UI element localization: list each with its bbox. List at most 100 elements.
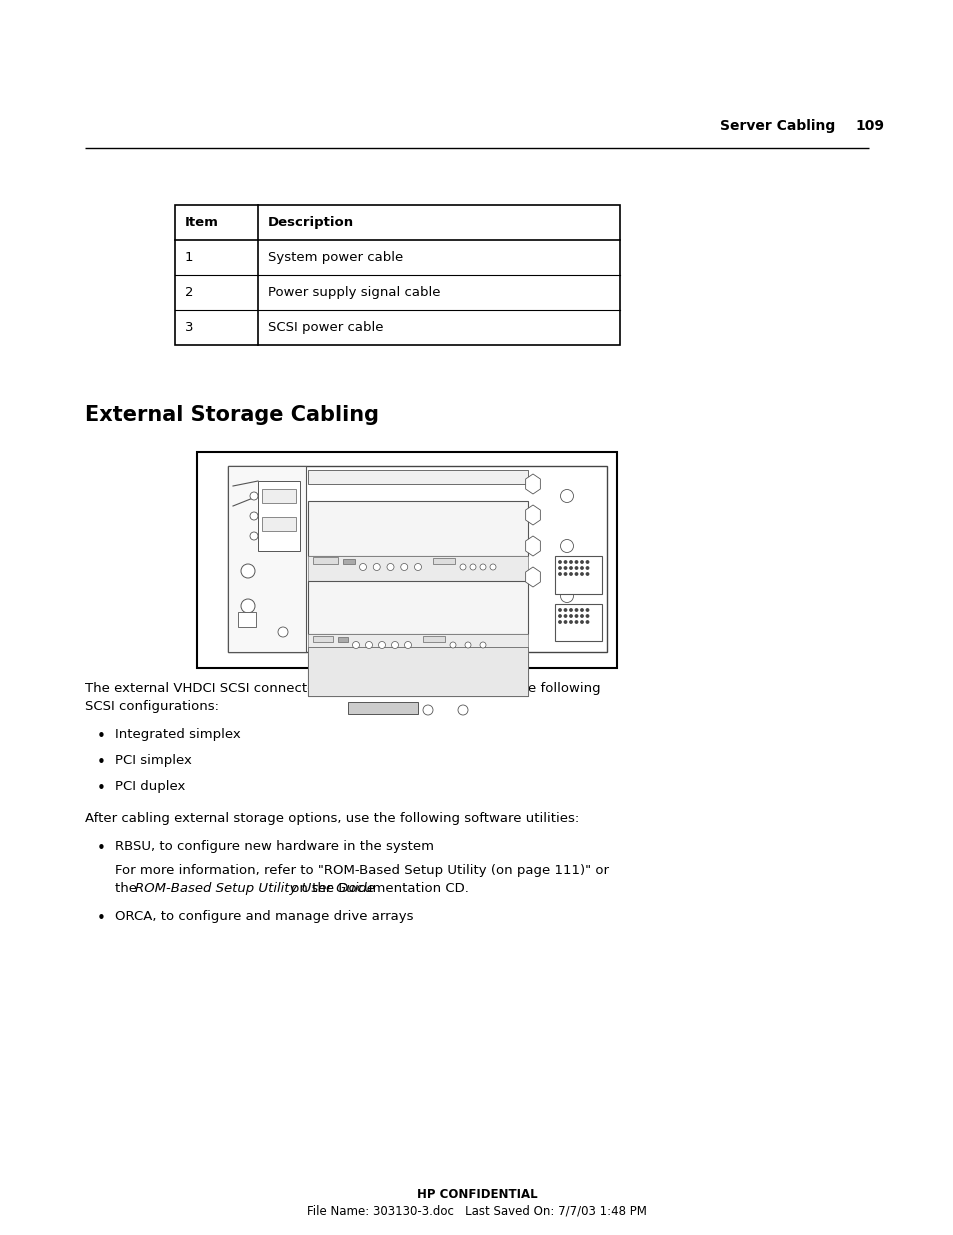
Circle shape bbox=[277, 627, 288, 637]
Text: SCSI power cable: SCSI power cable bbox=[268, 321, 383, 333]
Circle shape bbox=[558, 609, 560, 611]
Circle shape bbox=[459, 564, 465, 571]
Circle shape bbox=[586, 621, 588, 624]
Circle shape bbox=[580, 561, 582, 563]
Circle shape bbox=[575, 561, 578, 563]
Bar bbox=[308, 501, 527, 556]
Text: RBSU, to configure new hardware in the system: RBSU, to configure new hardware in the s… bbox=[115, 840, 434, 853]
Circle shape bbox=[464, 642, 471, 648]
Circle shape bbox=[580, 609, 582, 611]
Bar bbox=[174, 205, 619, 345]
Text: •: • bbox=[97, 729, 106, 743]
Bar bbox=[308, 655, 527, 697]
Text: The external VHDCI SCSI connector (port 1) can only be used in the following: The external VHDCI SCSI connector (port … bbox=[85, 682, 600, 695]
Circle shape bbox=[586, 573, 588, 576]
Circle shape bbox=[569, 561, 572, 563]
Circle shape bbox=[575, 609, 578, 611]
Text: •: • bbox=[97, 781, 106, 797]
Circle shape bbox=[564, 609, 566, 611]
Circle shape bbox=[391, 641, 398, 648]
Text: System power cable: System power cable bbox=[268, 251, 403, 264]
Bar bbox=[308, 634, 527, 655]
Circle shape bbox=[564, 621, 566, 624]
Circle shape bbox=[558, 567, 560, 569]
Bar bbox=[348, 701, 417, 714]
Circle shape bbox=[387, 563, 394, 571]
Circle shape bbox=[241, 564, 254, 578]
Circle shape bbox=[575, 573, 578, 576]
Bar bbox=[313, 557, 337, 564]
Circle shape bbox=[558, 561, 560, 563]
Circle shape bbox=[359, 563, 366, 571]
Bar bbox=[422, 636, 444, 642]
Text: HP CONFIDENTIAL: HP CONFIDENTIAL bbox=[416, 1188, 537, 1200]
Text: ROM-Based Setup Utility User Guide: ROM-Based Setup Utility User Guide bbox=[135, 882, 375, 895]
Text: PCI simplex: PCI simplex bbox=[115, 755, 192, 767]
Circle shape bbox=[414, 563, 421, 571]
Circle shape bbox=[479, 564, 485, 571]
Text: 3: 3 bbox=[185, 321, 193, 333]
Circle shape bbox=[575, 567, 578, 569]
Circle shape bbox=[490, 564, 496, 571]
Circle shape bbox=[470, 564, 476, 571]
Text: External Storage Cabling: External Storage Cabling bbox=[85, 405, 378, 425]
Circle shape bbox=[400, 563, 407, 571]
Bar bbox=[257, 480, 299, 551]
Text: Integrated simplex: Integrated simplex bbox=[115, 727, 240, 741]
Circle shape bbox=[569, 615, 572, 618]
Bar bbox=[433, 558, 455, 564]
Circle shape bbox=[580, 621, 582, 624]
Circle shape bbox=[580, 615, 582, 618]
Circle shape bbox=[241, 599, 254, 613]
Circle shape bbox=[558, 615, 560, 618]
Circle shape bbox=[422, 705, 433, 715]
Text: Power supply signal cable: Power supply signal cable bbox=[268, 287, 440, 299]
Circle shape bbox=[580, 567, 582, 569]
Bar bbox=[196, 452, 617, 668]
Circle shape bbox=[569, 621, 572, 624]
Circle shape bbox=[586, 567, 588, 569]
Circle shape bbox=[564, 567, 566, 569]
Polygon shape bbox=[525, 474, 539, 494]
Circle shape bbox=[575, 621, 578, 624]
Circle shape bbox=[580, 573, 582, 576]
Circle shape bbox=[250, 513, 257, 520]
Bar bbox=[262, 517, 295, 531]
Text: the: the bbox=[115, 882, 141, 895]
Circle shape bbox=[564, 561, 566, 563]
Bar bbox=[308, 647, 527, 697]
Circle shape bbox=[352, 641, 359, 648]
Circle shape bbox=[564, 615, 566, 618]
Bar bbox=[308, 580, 527, 634]
Circle shape bbox=[404, 641, 411, 648]
Circle shape bbox=[558, 621, 560, 624]
Text: ORCA, to configure and manage drive arrays: ORCA, to configure and manage drive arra… bbox=[115, 910, 413, 923]
Text: For more information, refer to "ROM-Based Setup Utility (on page 111)" or: For more information, refer to "ROM-Base… bbox=[115, 864, 608, 877]
Circle shape bbox=[564, 573, 566, 576]
Circle shape bbox=[378, 641, 385, 648]
Text: •: • bbox=[97, 755, 106, 769]
Text: After cabling external storage options, use the following software utilities:: After cabling external storage options, … bbox=[85, 811, 578, 825]
Text: File Name: 303130-3.doc   Last Saved On: 7/7/03 1:48 PM: File Name: 303130-3.doc Last Saved On: 7… bbox=[307, 1205, 646, 1218]
Circle shape bbox=[586, 615, 588, 618]
Bar bbox=[337, 637, 348, 642]
Bar bbox=[555, 604, 601, 641]
Circle shape bbox=[450, 642, 456, 648]
Text: 2: 2 bbox=[185, 287, 193, 299]
Text: Description: Description bbox=[268, 216, 354, 228]
Circle shape bbox=[373, 563, 380, 571]
Text: 109: 109 bbox=[854, 119, 883, 133]
Bar bbox=[313, 636, 333, 642]
Bar bbox=[228, 466, 306, 652]
Text: Server Cabling: Server Cabling bbox=[720, 119, 835, 133]
Circle shape bbox=[479, 642, 485, 648]
Polygon shape bbox=[525, 567, 539, 587]
Bar bbox=[555, 556, 601, 594]
Text: •: • bbox=[97, 911, 106, 926]
Polygon shape bbox=[525, 536, 539, 556]
Bar bbox=[237, 613, 255, 627]
Text: on the Documentation CD.: on the Documentation CD. bbox=[287, 882, 469, 895]
Circle shape bbox=[586, 609, 588, 611]
Circle shape bbox=[560, 489, 573, 503]
Circle shape bbox=[250, 532, 257, 540]
